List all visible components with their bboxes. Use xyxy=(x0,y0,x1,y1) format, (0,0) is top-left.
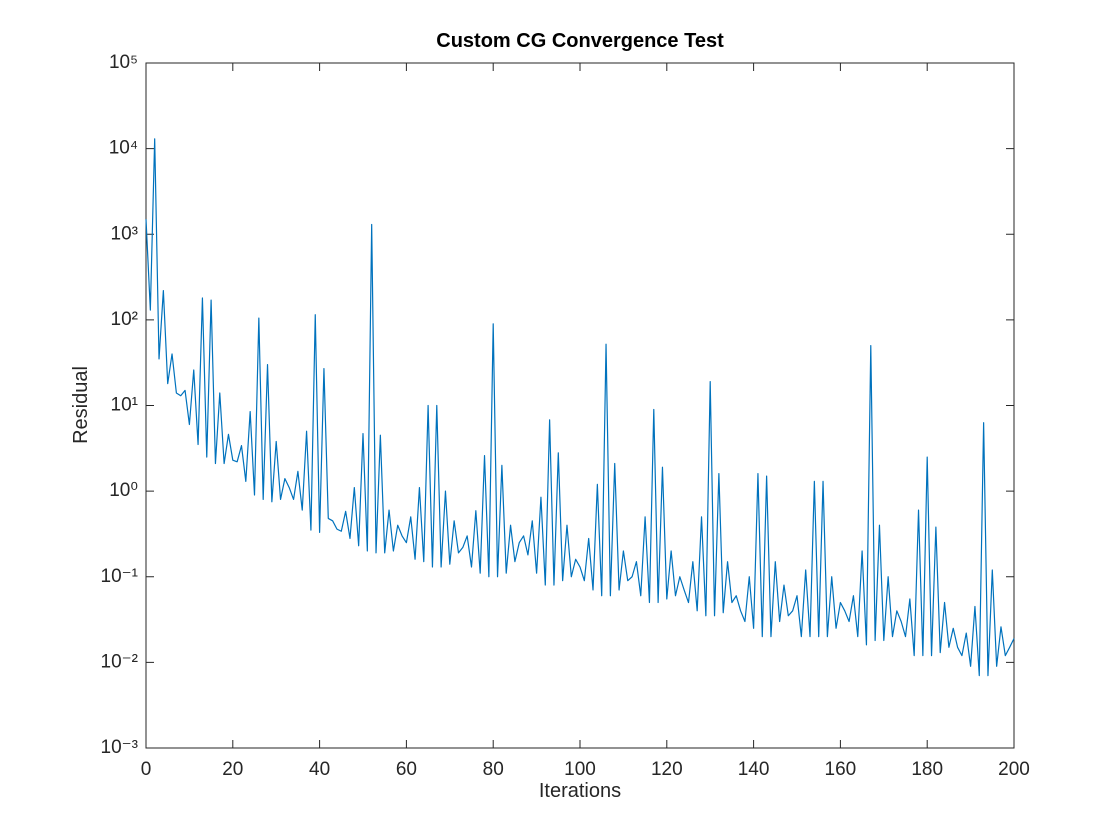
y-tick-label: 10¹ xyxy=(111,395,138,416)
x-tick-label: 120 xyxy=(651,759,683,780)
x-tick-label: 100 xyxy=(564,759,596,780)
axes-box xyxy=(145,62,1015,749)
x-tick-label: 40 xyxy=(309,759,330,780)
y-axis-label: Residual xyxy=(70,366,92,444)
x-tick-label: 160 xyxy=(825,759,857,780)
chart-title: Custom CG Convergence Test xyxy=(436,30,724,52)
y-tick-label: 10⁵ xyxy=(109,52,138,73)
x-tick-label: 140 xyxy=(738,759,770,780)
x-tick-label: 60 xyxy=(396,759,417,780)
y-tick-label: 10² xyxy=(111,309,138,330)
x-tick-label: 20 xyxy=(222,759,243,780)
y-tick-label: 10⁻¹ xyxy=(101,566,139,587)
y-tick-label: 10⁻³ xyxy=(101,737,139,758)
y-tick-label: 10⁻² xyxy=(101,651,139,672)
x-tick-label: 80 xyxy=(483,759,504,780)
x-tick-label: 0 xyxy=(141,759,152,780)
x-axis-label: Iterations xyxy=(539,780,621,802)
x-tick-label: 180 xyxy=(911,759,943,780)
y-tick-label: 10⁰ xyxy=(109,480,138,501)
y-tick-label: 10⁴ xyxy=(109,138,138,159)
data-line xyxy=(145,138,1015,677)
x-tick-label: 200 xyxy=(998,759,1030,780)
y-tick-label: 10³ xyxy=(111,223,138,244)
